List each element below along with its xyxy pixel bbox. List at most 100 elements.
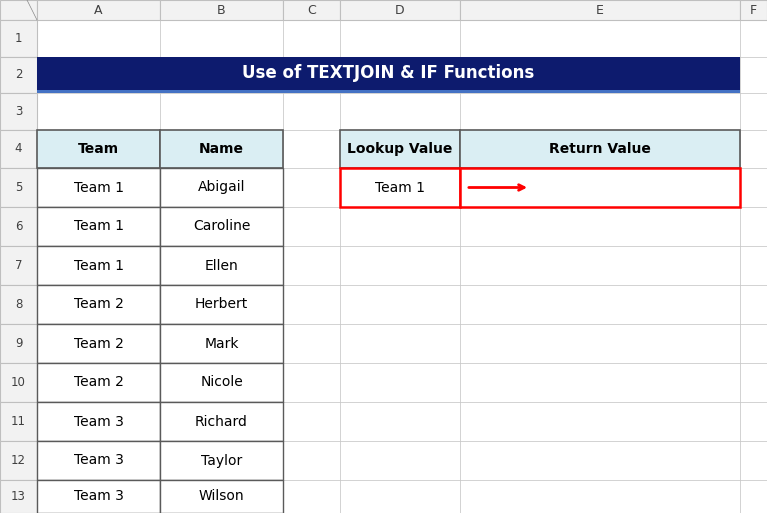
Bar xyxy=(340,93,460,130)
Bar xyxy=(0,130,37,168)
Text: Wilson: Wilson xyxy=(199,489,245,503)
Bar xyxy=(283,168,340,207)
Bar xyxy=(340,168,460,207)
Bar xyxy=(160,285,283,324)
Text: Team 2: Team 2 xyxy=(74,298,123,311)
Text: Ellen: Ellen xyxy=(205,259,239,272)
Bar xyxy=(460,168,740,207)
Bar xyxy=(283,0,340,20)
Bar xyxy=(0,363,37,402)
Bar xyxy=(740,324,767,363)
Text: 5: 5 xyxy=(15,181,22,194)
Text: Lookup Value: Lookup Value xyxy=(347,142,453,156)
Bar xyxy=(160,363,283,402)
Bar xyxy=(283,402,340,441)
Text: D: D xyxy=(395,4,405,16)
Bar xyxy=(0,168,37,207)
Bar xyxy=(740,207,767,246)
Text: Mark: Mark xyxy=(204,337,239,350)
Bar xyxy=(37,168,160,207)
Bar xyxy=(37,57,740,93)
Bar xyxy=(460,207,740,246)
Bar xyxy=(460,130,740,168)
Text: 8: 8 xyxy=(15,298,22,311)
Text: Team 1: Team 1 xyxy=(74,220,123,233)
Text: 2: 2 xyxy=(15,69,22,82)
Text: Taylor: Taylor xyxy=(201,453,242,467)
Bar xyxy=(160,207,283,246)
Bar xyxy=(160,402,283,441)
Bar xyxy=(283,20,340,57)
Bar xyxy=(283,285,340,324)
Bar xyxy=(37,441,160,480)
Bar xyxy=(283,93,340,130)
Bar xyxy=(37,324,160,363)
Text: 7: 7 xyxy=(15,259,22,272)
Bar xyxy=(160,402,283,441)
Bar xyxy=(0,324,37,363)
Bar xyxy=(160,441,283,480)
Bar xyxy=(460,168,740,207)
Bar xyxy=(0,0,37,20)
Bar xyxy=(37,0,160,20)
Bar xyxy=(0,57,37,93)
Bar xyxy=(283,441,340,480)
Bar xyxy=(740,363,767,402)
Bar xyxy=(340,130,460,168)
Bar xyxy=(0,480,37,513)
Bar xyxy=(740,402,767,441)
Bar xyxy=(160,441,283,480)
Bar xyxy=(340,324,460,363)
Bar xyxy=(160,246,283,285)
Bar xyxy=(160,285,283,324)
Bar xyxy=(740,0,767,20)
Bar xyxy=(340,246,460,285)
Text: Caroline: Caroline xyxy=(193,220,250,233)
Bar xyxy=(160,57,283,93)
Text: Team: Team xyxy=(78,142,119,156)
Bar xyxy=(37,402,160,441)
Bar xyxy=(460,441,740,480)
Bar xyxy=(740,480,767,513)
Bar xyxy=(460,363,740,402)
Bar xyxy=(340,285,460,324)
Bar xyxy=(37,130,160,168)
Bar xyxy=(460,246,740,285)
Bar xyxy=(160,130,283,168)
Bar xyxy=(37,207,160,246)
Bar xyxy=(460,20,740,57)
Bar xyxy=(37,480,160,513)
Text: 3: 3 xyxy=(15,105,22,118)
Bar xyxy=(37,480,160,513)
Bar xyxy=(37,285,160,324)
Text: Team 1: Team 1 xyxy=(74,181,123,194)
Bar xyxy=(740,20,767,57)
Text: Herbert: Herbert xyxy=(195,298,249,311)
Text: Team 3: Team 3 xyxy=(74,489,123,503)
Bar xyxy=(740,57,767,93)
Bar xyxy=(460,402,740,441)
Bar xyxy=(160,20,283,57)
Bar xyxy=(740,285,767,324)
Bar xyxy=(160,168,283,207)
Text: Team 2: Team 2 xyxy=(74,337,123,350)
Bar xyxy=(37,285,160,324)
Bar xyxy=(0,402,37,441)
Bar xyxy=(460,57,740,93)
Bar xyxy=(160,93,283,130)
Bar xyxy=(0,285,37,324)
Bar xyxy=(160,0,283,20)
Bar xyxy=(37,246,160,285)
Bar xyxy=(340,130,460,168)
Bar xyxy=(740,246,767,285)
Bar xyxy=(0,20,37,57)
Bar xyxy=(340,480,460,513)
Bar xyxy=(37,324,160,363)
Bar xyxy=(283,324,340,363)
Bar xyxy=(283,246,340,285)
Bar xyxy=(37,363,160,402)
Bar xyxy=(460,480,740,513)
Bar xyxy=(37,168,160,207)
Bar xyxy=(37,130,160,168)
Bar xyxy=(283,130,340,168)
